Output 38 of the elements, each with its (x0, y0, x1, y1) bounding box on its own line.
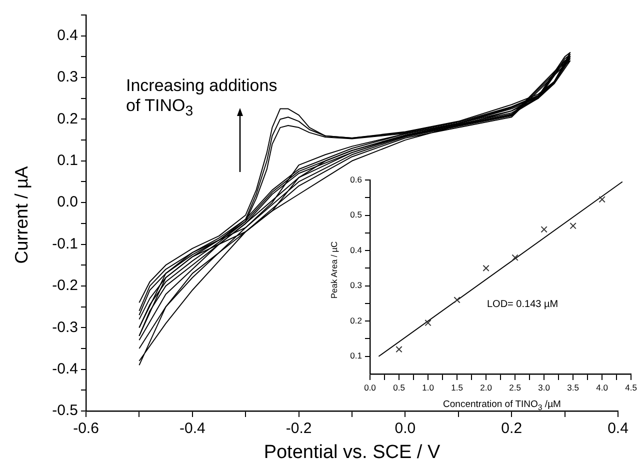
y-tick-label: -0.2 (52, 277, 78, 294)
y-tick-label: 0.4 (57, 26, 78, 44)
x-tick-label: 0.2 (501, 420, 522, 438)
x-tick-label: 2.0 (480, 382, 492, 392)
x-tick-label: 0.0 (364, 382, 376, 392)
x-tick-label: 1.0 (422, 382, 434, 392)
y-axis-title: Current / µA (12, 166, 32, 264)
y-tick-label: -0.5 (52, 402, 78, 420)
y-tick-label: 0.1 (350, 350, 362, 361)
y-tick-label: 0.2 (57, 110, 78, 128)
x-tick-label: 1.5 (451, 382, 464, 392)
x-axis-title: Potential vs. SCE / V (262, 442, 442, 464)
y-tick-label: 0.2 (350, 315, 362, 326)
y-tick-label: 0.5 (350, 210, 362, 220)
x-tick-label: -0.2 (286, 420, 312, 438)
y-tick-label: 0.1 (57, 152, 78, 170)
y-tick-label: 0.3 (350, 280, 362, 290)
y-tick-label: 0.6 (350, 174, 362, 184)
x-axis-title: Concentration of TINO$_{3}$ /µM (442, 399, 562, 412)
x-tick-label: 4.0 (596, 382, 608, 392)
y-tick-label: 0.0 (57, 194, 78, 211)
x-tick-label: 4.5 (625, 382, 638, 392)
x-tick-label: 3.5 (567, 382, 580, 392)
x-tick-label: 3.0 (538, 382, 550, 392)
x-tick-label: 0.5 (393, 382, 406, 392)
x-tick-label: 0.4 (608, 420, 628, 438)
x-tick-label: -0.6 (73, 420, 99, 438)
x-tick-label: 2.5 (509, 382, 522, 392)
y-tick-label: -0.1 (52, 235, 78, 252)
y-tick-label: 0.3 (57, 68, 78, 86)
annotation: Increasing additions of TINO$_{3}$ (126, 76, 278, 120)
x-tick-label: 0.0 (394, 420, 416, 438)
annotation: LOD= 0.143 µM (487, 299, 558, 310)
x-tick-label: -0.4 (179, 420, 206, 438)
y-tick-label: -0.4 (52, 360, 78, 378)
y-tick-label: -0.3 (52, 318, 78, 336)
y-axis-title: Peak Area / µC (329, 241, 340, 299)
y-tick-label: 0.4 (350, 244, 362, 255)
